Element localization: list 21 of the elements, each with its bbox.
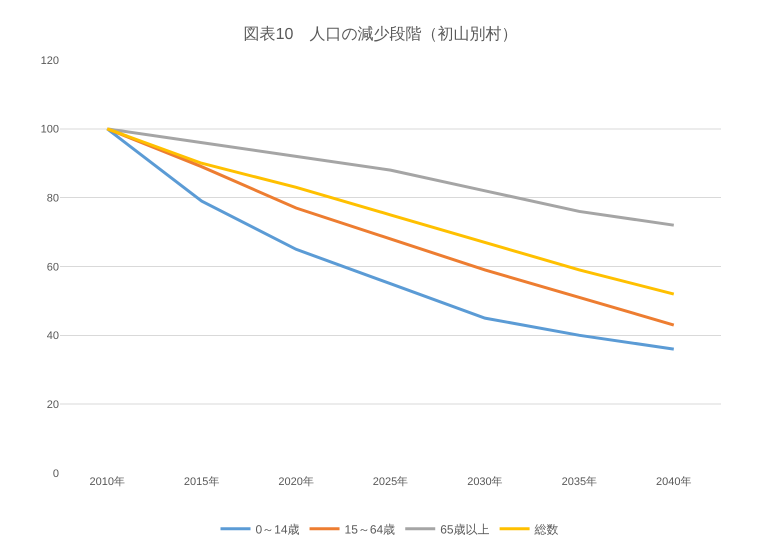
y-tick-label: 20 (46, 399, 59, 412)
legend-label: 0～14歳 (256, 522, 300, 536)
y-tick-label: 40 (46, 330, 59, 342)
legend-label: 65歳以上 (440, 522, 490, 536)
x-tick-label: 2020年 (278, 476, 314, 488)
x-tick-label: 2025年 (372, 476, 408, 488)
y-tick-label: 120 (40, 54, 59, 67)
line-series (106, 127, 676, 296)
x-tick-label: 2015年 (184, 476, 220, 488)
legend-label: 15～64歳 (344, 522, 396, 536)
legend-label: 総数 (534, 522, 559, 536)
y-tick-label: 60 (46, 261, 59, 274)
y-tick-label: 80 (46, 192, 59, 205)
x-tick-label: 2035年 (562, 476, 598, 488)
x-tick-label: 2030年 (467, 476, 503, 488)
line-series (106, 127, 676, 227)
x-tick-label: 2010年 (89, 476, 125, 488)
x-tick-label: 2040年 (656, 476, 692, 488)
chart-title: 図表10 人口の減少段階（初山別村） (244, 24, 518, 43)
y-tick-label: 100 (40, 124, 59, 136)
y-tick-label: 0 (52, 468, 59, 480)
